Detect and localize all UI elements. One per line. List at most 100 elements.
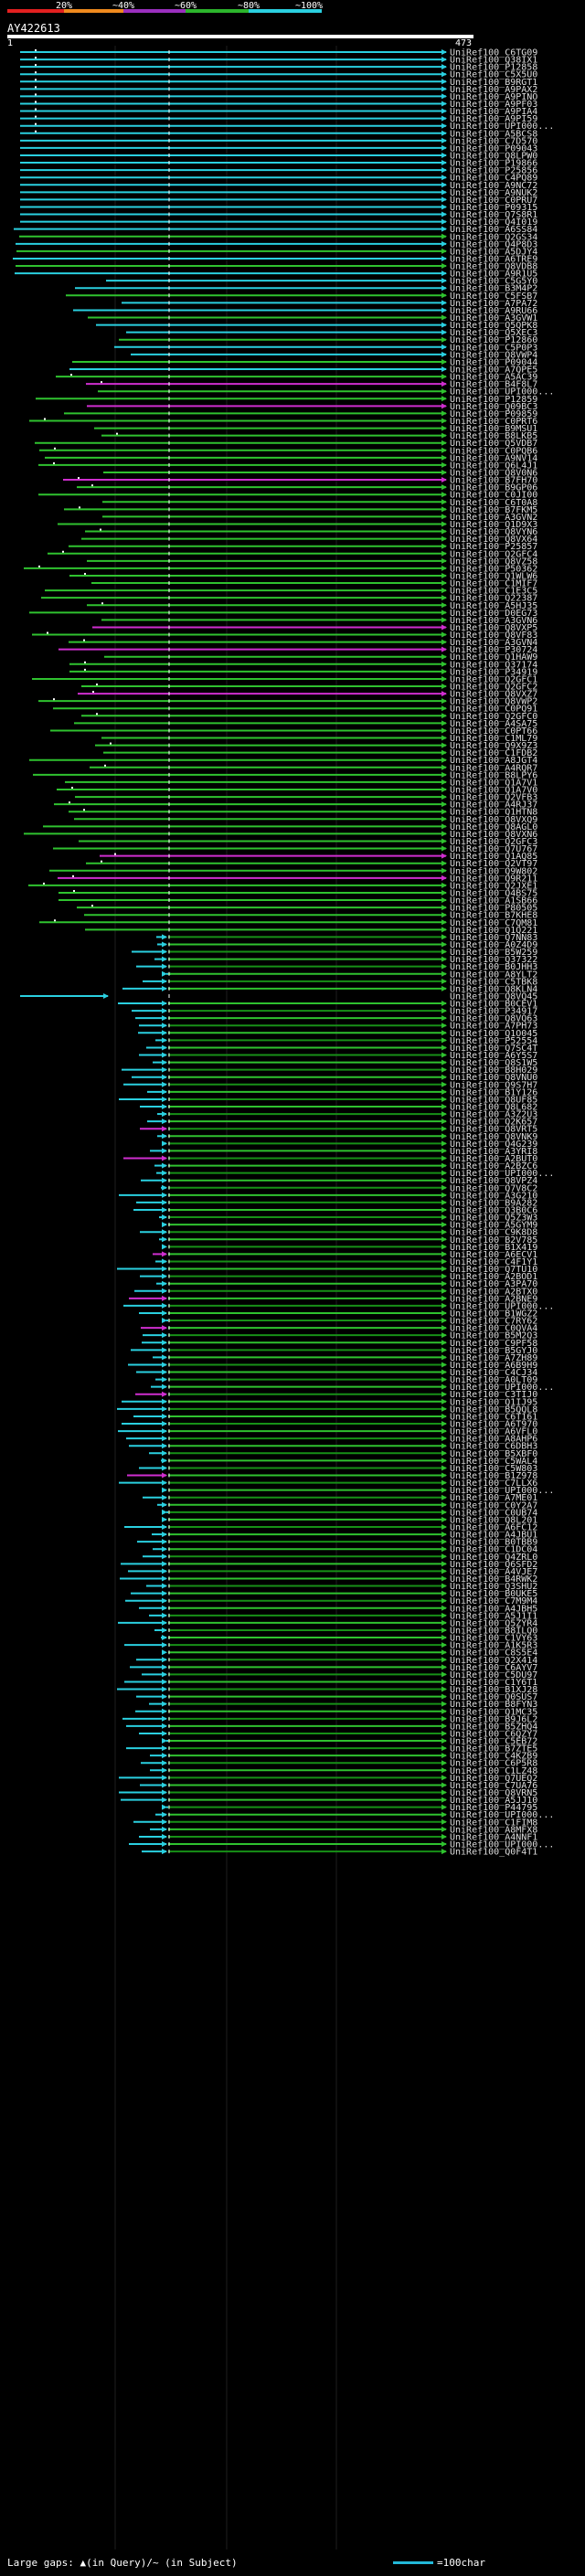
hit-row[interactable]: UniRef100_C0PQB6 [39,446,537,456]
hit-row[interactable]: UniRef100_B8LKB5 [101,431,537,441]
hit-row[interactable]: UniRef100_A2BZC6 [154,1161,537,1171]
hit-row[interactable]: UniRef100_Q8VZ58 [87,557,537,567]
hit-accession-label[interactable]: UniRef100_P25856 [450,166,537,176]
hit-accession-label[interactable]: UniRef100_C1MIF7 [450,579,537,589]
hit-row[interactable]: UniRef100_B1Y126 [147,1087,537,1097]
hit-row[interactable]: UniRef100_Q8V0N6 [103,468,537,478]
hit-accession-label[interactable]: UniRef100_Q1AQ85 [450,852,537,862]
hit-row[interactable]: UniRef100_Q1A7V1 [65,778,537,788]
hit-accession-label[interactable]: UniRef100_D0EG73 [450,609,537,619]
hit-accession-label[interactable]: UniRef100_A4NNF1 [450,1832,537,1842]
hit-row[interactable]: UniRef100_A0LT09 [155,1375,537,1385]
hit-accession-label[interactable]: UniRef100_C5TBK8 [450,977,537,987]
hit-row[interactable]: UniRef100_C1FIM8 [133,1818,537,1828]
hit-accession-label[interactable]: UniRef100_P09859 [450,409,537,419]
hit-accession-label[interactable]: UniRef100_Q1A7V0 [450,786,537,796]
hit-accession-label[interactable]: UniRef100_C1DC04 [450,1545,537,1555]
hit-accession-label[interactable]: UniRef100_B9MSU1 [450,424,537,434]
hit-row[interactable]: UniRef100_A9PI59 [20,114,537,124]
hit-row[interactable]: UniRef100_Q37322 [154,955,537,965]
hit-row[interactable]: UniRef100_A4SA75 [74,719,537,729]
hit-accession-label[interactable]: UniRef100_Q1Q221 [450,926,537,936]
hit-accession-label[interactable]: UniRef100_C1LZ48 [450,1766,537,1776]
hit-row[interactable]: UniRef100_A9R1U5 [15,270,537,280]
hit-accession-label[interactable]: UniRef100_C6DBH3 [450,1442,537,1452]
hit-row[interactable]: UniRef100_Q1HTN8 [69,808,537,818]
hit-row[interactable]: UniRef100_C1FDB2 [103,748,537,758]
hit-row[interactable]: UniRef100_B0JHH3 [136,962,537,972]
hit-row[interactable]: UniRef100_A1SB66 [58,896,537,906]
hit-row[interactable]: UniRef100_C3TIJ0 [135,1390,537,1400]
hit-accession-label[interactable]: UniRef100_Q8VXN6 [450,830,537,840]
hit-row[interactable]: UniRef100_C1DC04 [153,1545,537,1555]
hit-accession-label[interactable]: UniRef100_C6AYV7 [450,1663,537,1673]
hit-row[interactable]: UniRef100_B0UKE5 [131,1589,537,1599]
hit-row[interactable]: UniRef100_Q2GS34 [19,232,537,242]
hit-accession-label[interactable]: UniRef100_C5WAL4 [450,1457,537,1467]
hit-accession-label[interactable]: UniRef100_A5BCS8 [450,129,537,139]
hit-accession-label[interactable]: UniRef100_B5QQL8 [450,1405,537,1415]
hit-row[interactable]: UniRef100_Q5ZYR4 [118,1618,537,1628]
hit-row[interactable]: UniRef100_B7ZTE5 [126,1744,537,1754]
hit-accession-label[interactable]: UniRef100_Q8VRT5 [450,1125,537,1135]
hit-row[interactable]: UniRef100_Q3B0C6 [133,1205,537,1215]
hit-row[interactable]: UniRef100_P12859 [36,395,537,405]
hit-row[interactable]: UniRef100_A6Y5S7 [139,1051,537,1061]
hit-row[interactable]: UniRef100_B5GYJ0 [131,1346,537,1356]
hit-accession-label[interactable]: UniRef100_Q2GFC4 [450,549,537,559]
hit-accession-label[interactable]: UniRef100_B5GYJ0 [450,1346,537,1356]
hit-accession-label[interactable]: UniRef100_Q22387 [450,594,537,604]
hit-row[interactable]: UniRef100_P09315 [20,203,537,213]
hit-accession-label[interactable]: UniRef100_A7ME01 [450,1493,537,1503]
hit-row[interactable]: UniRef100_A5DJY4 [16,247,537,257]
hit-accession-label[interactable]: UniRef100_B5W259 [450,948,537,958]
hit-row[interactable]: UniRef100_C1Y6T1 [124,1678,537,1688]
hit-accession-label[interactable]: UniRef100_A3G210 [450,1191,537,1201]
hit-accession-label[interactable]: UniRef100_Q6L4J1 [450,461,537,471]
hit-row[interactable]: UniRef100_P80505 [77,904,537,914]
hit-row[interactable]: UniRef100_A3GVW1 [88,313,537,323]
hit-row[interactable]: UniRef100_A5J1I1 [149,1611,537,1621]
hit-row[interactable]: UniRef100_Q8VXN6 [24,830,537,840]
hit-accession-label[interactable]: UniRef100_B4RWK2 [450,1574,537,1585]
hit-accession-label[interactable]: UniRef100_Q09BC3 [450,402,537,412]
hit-row[interactable]: UniRef100_A3GVN2 [102,513,537,523]
hit-accession-label[interactable]: UniRef100_C1E3C5 [450,587,537,597]
hit-row[interactable]: UniRef100_Q8S1W5 [153,1058,537,1068]
hit-accession-label[interactable]: UniRef100_Q8VPZ4 [450,1176,537,1186]
hit-accession-label[interactable]: UniRef100_Q1A7V1 [450,778,537,788]
hit-row[interactable]: UniRef100_C5P0P3 [114,343,537,353]
hit-accession-label[interactable]: UniRef100_C1FDB2 [450,748,537,758]
hit-accession-label[interactable]: UniRef100_B8LPY6 [450,770,537,780]
hit-accession-label[interactable]: UniRef100_A2BTX0 [450,1287,537,1297]
hit-row[interactable]: UniRef100_A9PINO [20,92,537,102]
hit-row[interactable]: UniRef100_C1VY63 [161,1634,537,1644]
hit-accession-label[interactable]: UniRef100_B5ZHQ4 [450,1722,537,1732]
hit-row[interactable]: UniRef100_Q4G239 [162,1140,537,1150]
hit-accession-label[interactable]: UniRef100_B5XBF0 [450,1449,537,1459]
hit-row[interactable]: UniRef100_P34919 [69,667,537,677]
hit-accession-label[interactable]: UniRef100_C1ML79 [450,734,537,744]
hit-accession-label[interactable]: UniRef100_Q5ZYR4 [450,1618,537,1628]
hit-accession-label[interactable]: UniRef100_A7PA72 [450,299,537,309]
hit-row[interactable]: UniRef100_Q8VRN5 [119,1788,537,1798]
hit-accession-label[interactable]: UniRef100_C7LLX6 [450,1479,537,1489]
hit-row[interactable]: UniRef100_UPI000... [20,122,554,132]
hit-row[interactable]: UniRef100_Q8VYN6 [85,527,537,537]
hit-accession-label[interactable]: UniRef100_Q1O045 [450,1029,537,1039]
hit-row[interactable]: UniRef100_A5GYM9 [162,1221,537,1231]
hit-accession-label[interactable]: UniRef100_Q6SFD2 [450,1560,537,1570]
hit-row[interactable]: UniRef100_C5DU97 [142,1670,537,1680]
hit-row[interactable]: UniRef100_B9J6L2 [122,1714,537,1724]
hit-row[interactable]: UniRef100_Q7U767 [53,844,537,854]
hit-row[interactable]: UniRef100_A9PAX2 [20,85,537,95]
hit-row[interactable]: UniRef100_UPI000... [156,1169,554,1179]
hit-accession-label[interactable]: UniRef100_C4F1Y1 [450,1257,537,1267]
hit-row[interactable]: UniRef100_A4RQR7 [90,763,537,773]
hit-row[interactable]: UniRef100_A7PH73 [139,1022,537,1032]
hit-accession-label[interactable]: UniRef100_A3PA70 [450,1279,537,1289]
hit-accession-label[interactable]: UniRef100_Q8S1W5 [450,1058,537,1068]
hit-row[interactable]: UniRef100_Q8VXP5 [92,623,537,633]
hit-accession-label[interactable]: UniRef100_A3GVN6 [450,616,537,626]
hit-row[interactable]: UniRef100_P12858 [20,63,537,73]
